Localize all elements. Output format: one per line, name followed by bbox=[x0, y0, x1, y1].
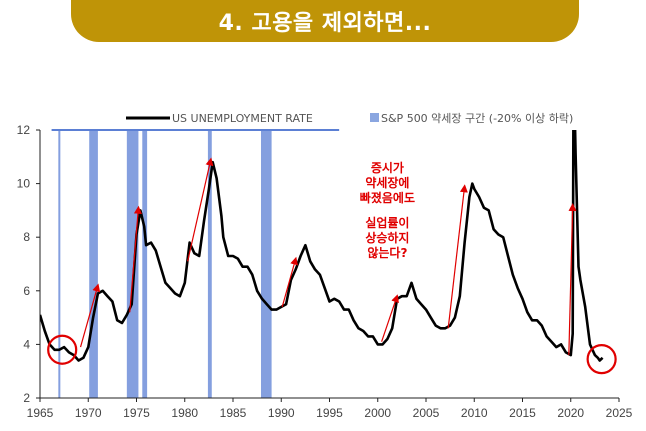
x-tick-label: 2005 bbox=[413, 406, 440, 420]
bear-market-band bbox=[89, 130, 98, 398]
red-arrow bbox=[79, 283, 101, 348]
x-tick-label: 1985 bbox=[220, 406, 247, 420]
y-tick-label: 8 bbox=[23, 230, 30, 244]
annotation-text: 약세장에 bbox=[365, 175, 409, 190]
red-arrow bbox=[187, 157, 214, 262]
y-tick-label: 2 bbox=[23, 391, 30, 405]
red-arrow bbox=[447, 184, 468, 329]
annotation-text: 빠졌음에도 bbox=[360, 190, 415, 205]
y-tick-label: 6 bbox=[23, 284, 30, 298]
x-tick-label: 2020 bbox=[557, 406, 584, 420]
legend-label: US UNEMPLOYMENT RATE bbox=[172, 112, 313, 125]
bear-market-band bbox=[58, 130, 61, 398]
bear-market-band bbox=[260, 130, 272, 398]
x-tick-label: 1980 bbox=[171, 406, 198, 420]
legend-label: S&P 500 약세장 구간 (-20% 이상 하락) bbox=[381, 111, 573, 125]
annotation-text: 실업률이 bbox=[365, 215, 409, 230]
x-tick-label: 1975 bbox=[123, 406, 150, 420]
annotation-text: 상승하지 bbox=[365, 230, 409, 245]
highlight-circle bbox=[47, 334, 78, 365]
legend-band-swatch bbox=[370, 113, 379, 122]
annotation-text: 않는다? bbox=[367, 245, 407, 260]
red-arrow bbox=[281, 256, 298, 308]
red-arrow bbox=[381, 294, 399, 342]
highlight-circle bbox=[586, 344, 617, 375]
series-group bbox=[40, 130, 604, 362]
page-title: 4. 고용을 제외하면... bbox=[218, 11, 432, 36]
x-tick-label: 2015 bbox=[509, 406, 536, 420]
y-tick-label: 4 bbox=[23, 337, 30, 351]
y-tick-label: 10 bbox=[17, 177, 31, 191]
x-tick-label: 1995 bbox=[316, 406, 343, 420]
unemployment-rate-line bbox=[40, 130, 604, 362]
red-arrow bbox=[568, 203, 577, 356]
y-tick-label: 12 bbox=[17, 123, 31, 137]
x-tick-label: 2025 bbox=[606, 406, 633, 420]
annotation-text: 증시가 bbox=[371, 160, 404, 175]
x-tick-label: 1990 bbox=[268, 406, 295, 420]
bear-market-band bbox=[142, 130, 148, 398]
red-arrow bbox=[129, 205, 142, 313]
title-banner: 4. 고용을 제외하면... bbox=[71, 0, 579, 42]
x-tick-label: 1965 bbox=[27, 406, 54, 420]
x-tick-label: 2000 bbox=[364, 406, 391, 420]
x-tick-label: 2010 bbox=[461, 406, 488, 420]
bear-market-band bbox=[126, 130, 139, 398]
x-tick-label: 1970 bbox=[75, 406, 102, 420]
bear-market-band bbox=[207, 130, 212, 398]
